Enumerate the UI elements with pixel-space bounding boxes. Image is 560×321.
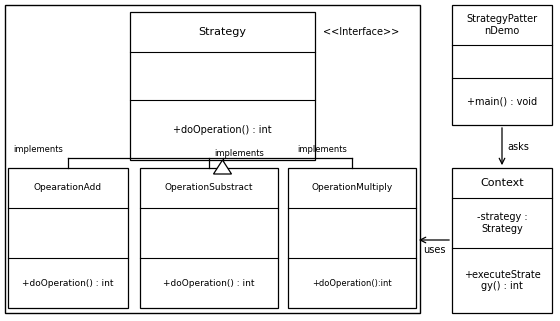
Text: implements: implements [214, 150, 264, 159]
Bar [452, 5, 552, 125]
Bar [5, 5, 420, 313]
Text: +doOperation():int: +doOperation():int [312, 279, 392, 288]
Text: asks: asks [507, 142, 529, 152]
Text: implements: implements [13, 145, 63, 154]
Bar [452, 168, 552, 313]
Bar [140, 168, 278, 308]
Text: +doOperation() : int: +doOperation() : int [164, 279, 255, 288]
Bar [8, 168, 128, 308]
Bar [288, 168, 416, 308]
Text: implements: implements [297, 145, 347, 154]
Text: Strategy: Strategy [198, 27, 246, 37]
Text: +doOperation() : int: +doOperation() : int [22, 279, 114, 288]
Text: StrategyPatter
nDemo: StrategyPatter nDemo [466, 14, 538, 36]
Polygon shape [213, 160, 231, 174]
Text: +doOperation() : int: +doOperation() : int [173, 125, 272, 135]
Text: +main() : void: +main() : void [467, 97, 537, 107]
Text: OperationMultiply: OperationMultiply [311, 184, 393, 193]
Text: +executeStrate
gy() : int: +executeStrate gy() : int [464, 270, 540, 291]
Text: -strategy :
Strategy: -strategy : Strategy [477, 212, 528, 234]
Text: Context: Context [480, 178, 524, 188]
Text: uses: uses [423, 245, 445, 255]
Bar [130, 12, 315, 160]
Text: OpearationAdd: OpearationAdd [34, 184, 102, 193]
Text: <<Interface>>: <<Interface>> [323, 27, 399, 37]
Text: OperationSubstract: OperationSubstract [165, 184, 253, 193]
